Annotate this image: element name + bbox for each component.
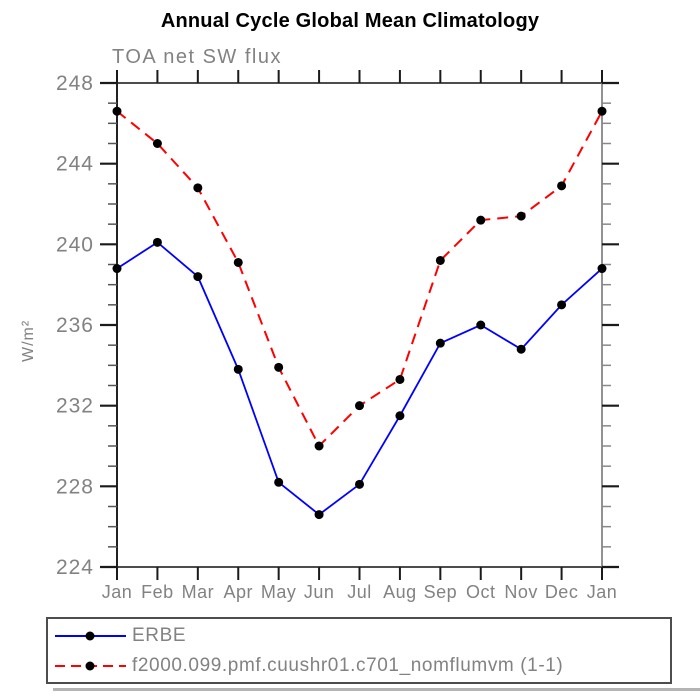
legend-item-erbe: ERBE: [48, 621, 670, 651]
svg-text:240: 240: [56, 233, 94, 256]
svg-text:236: 236: [56, 314, 94, 337]
legend-line-sample-solid: [55, 631, 126, 641]
svg-text:244: 244: [56, 153, 94, 176]
svg-text:Jan: Jan: [587, 582, 618, 602]
chart-subtitle: TOA net SW flux: [112, 46, 282, 68]
legend-label-model: f2000.099.pmf.cuushr01.c701_nomflumvm (1…: [132, 655, 564, 676]
svg-text:Jan: Jan: [102, 582, 133, 602]
svg-text:224: 224: [56, 556, 94, 579]
svg-text:Dec: Dec: [545, 582, 579, 602]
svg-text:May: May: [261, 582, 297, 602]
divider-line: [53, 688, 700, 691]
svg-text:Nov: Nov: [504, 582, 538, 602]
svg-text:228: 228: [56, 475, 94, 498]
svg-text:Aug: Aug: [383, 582, 417, 602]
svg-text:248: 248: [56, 72, 94, 95]
plot-area: 224 228 232 236 240 244 248 Jan Feb Mar Apr May Jun J…: [56, 70, 619, 602]
svg-text:Apr: Apr: [223, 582, 253, 602]
svg-text:Oct: Oct: [466, 582, 496, 602]
svg-text:Jul: Jul: [347, 582, 372, 602]
legend-box: ERBE f2000.099.pmf.cuushr01.c701_nomflum…: [46, 617, 672, 684]
svg-text:Feb: Feb: [141, 582, 174, 602]
legend-label-erbe: ERBE: [132, 625, 187, 646]
svg-text:232: 232: [56, 395, 94, 418]
legend-line-sample-dashed: [55, 661, 126, 671]
svg-text:Mar: Mar: [182, 582, 215, 602]
svg-text:Jun: Jun: [304, 582, 335, 602]
legend-item-model: f2000.099.pmf.cuushr01.c701_nomflumvm (1…: [48, 651, 670, 681]
svg-text:Sep: Sep: [424, 582, 458, 602]
chart-title: Annual Cycle Global Mean Climatology: [160, 10, 540, 32]
